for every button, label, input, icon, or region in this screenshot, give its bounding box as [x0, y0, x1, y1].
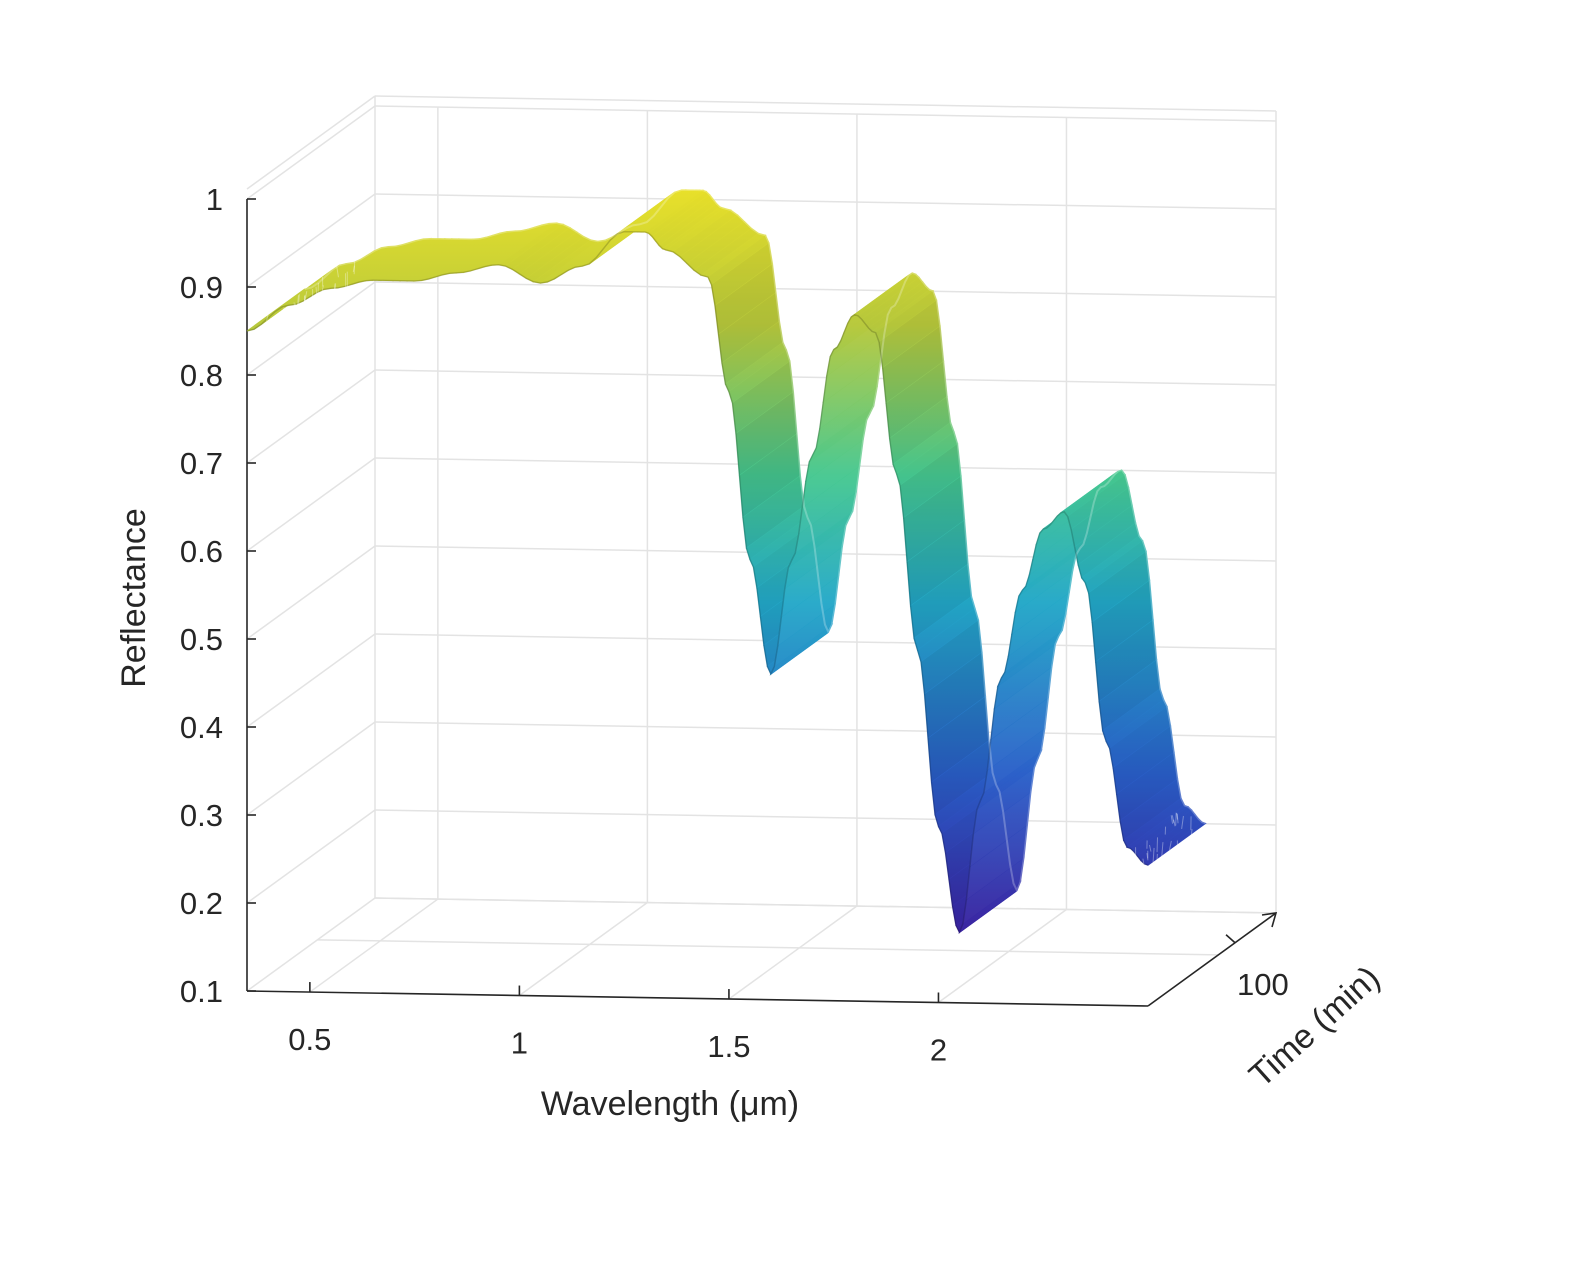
x-tick-label: 0.5 [288, 1022, 331, 1057]
y-axis-title: Reflectance [115, 508, 153, 688]
side-wall-gridline [247, 370, 375, 463]
surface-noise-mark [318, 283, 319, 298]
floor-back-edge [375, 898, 1276, 913]
surface-noise-mark [285, 313, 286, 321]
surface-noise-mark [259, 332, 260, 341]
surface-noise-mark [279, 316, 281, 330]
back-wall-gridline [375, 194, 1276, 209]
y-tick-label: 0.3 [180, 798, 223, 833]
top-left-edge [247, 96, 375, 189]
side-wall-gridline [247, 106, 375, 199]
floor-gridline [310, 899, 438, 992]
surface-noise-mark [305, 299, 306, 306]
x-tick-label: 1 [511, 1026, 528, 1061]
y-tick-label: 0.2 [180, 886, 223, 921]
side-wall-gridline [247, 722, 375, 815]
surface-noise-mark [288, 307, 289, 318]
y-tick-label: 0.8 [180, 358, 223, 393]
surface-noise-mark [335, 284, 336, 297]
y-tick-label: 0.5 [180, 622, 223, 657]
y-tick-label: 0.6 [180, 534, 223, 569]
side-wall-gridline [247, 458, 375, 551]
surface-noise-mark [1197, 837, 1198, 849]
x-tick-labels: 0.5 1 1.5 2 [288, 1022, 947, 1067]
side-wall-gridline [247, 810, 375, 903]
side-wall-gridline [247, 634, 375, 727]
surface-noise-mark [1183, 847, 1184, 863]
time-tick-mark [1226, 935, 1235, 943]
y-tick-labels: 0.1 0.2 0.3 0.4 0.5 0.6 0.7 0.8 0.9 1 [180, 182, 223, 1009]
y-tick-label: 0.9 [180, 270, 223, 305]
y-tick-label: 0.1 [180, 974, 223, 1009]
x-tick-label: 1.5 [707, 1029, 750, 1064]
x-tick-label: 2 [930, 1033, 947, 1068]
y-tick-label: 0.7 [180, 446, 223, 481]
surface-noise-mark [316, 287, 317, 294]
surface-noise-mark [1137, 864, 1139, 876]
y-tick-label: 0.4 [180, 710, 223, 745]
surface-noise-mark [1162, 856, 1163, 871]
floor-gridline [729, 906, 857, 999]
time-tick-label: 100 [1237, 967, 1289, 1002]
surface-noise-mark [308, 304, 309, 312]
floor-time-gridline [317, 940, 1218, 955]
x-axis-line [247, 991, 1148, 1006]
surface-noise-mark [277, 320, 278, 334]
side-wall-gridline [247, 546, 375, 639]
x-axis-title: Wavelength (μm) [541, 1085, 799, 1123]
y-tick-label: 1 [206, 182, 223, 217]
side-wall-gridline [247, 898, 375, 991]
back-wall-gridline [375, 282, 1276, 297]
time-tick-labels: 100 [1237, 967, 1289, 1002]
floor-gridline [519, 903, 647, 996]
